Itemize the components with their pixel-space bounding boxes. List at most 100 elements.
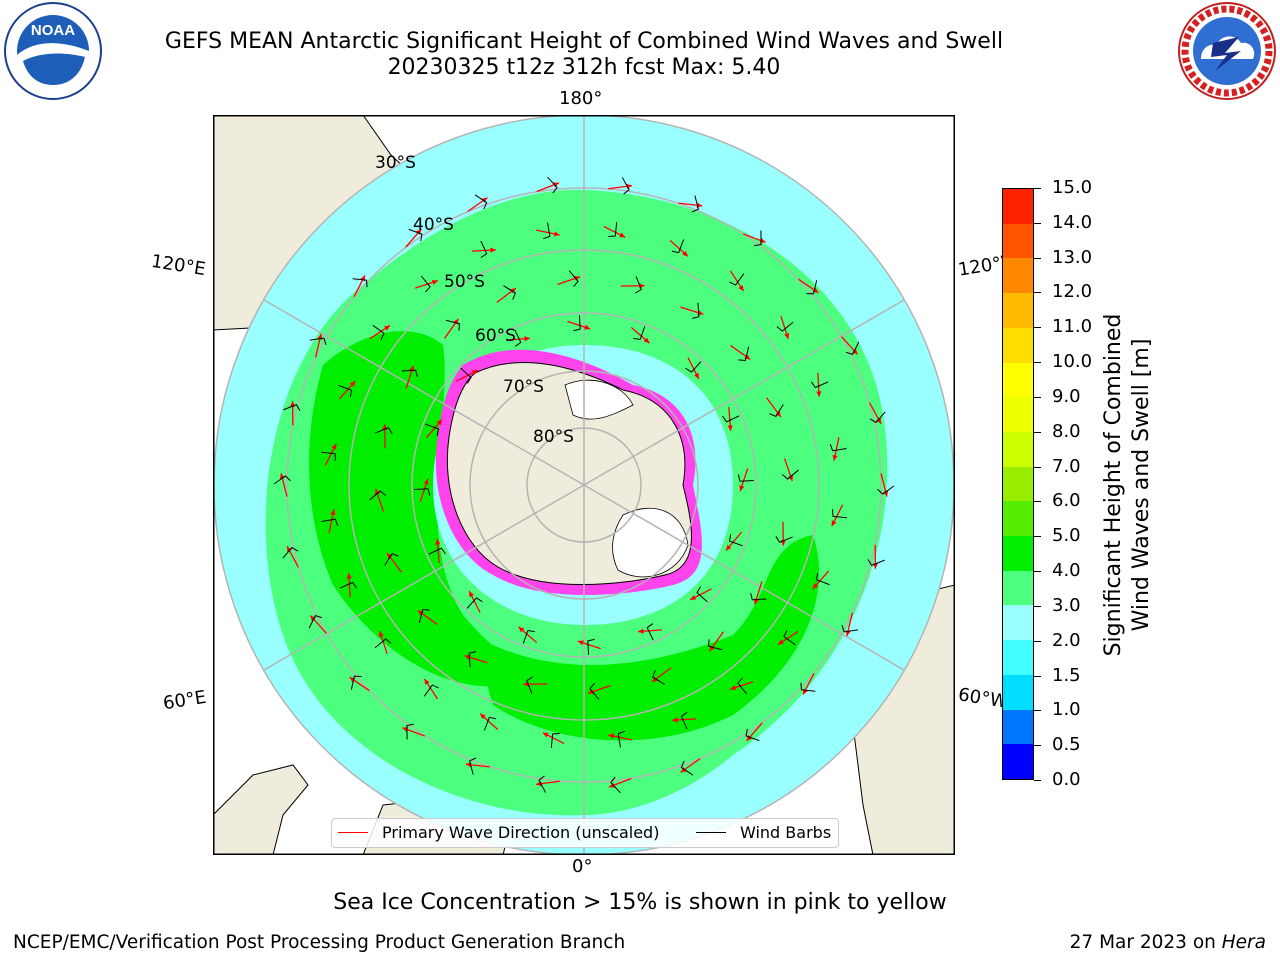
wind-barb <box>728 534 743 547</box>
colorbar-tick-mark <box>1034 362 1041 364</box>
colorbar-cell <box>1003 744 1033 779</box>
colorbar-tick-mark <box>1034 188 1041 189</box>
colorbar-cell <box>1003 570 1033 606</box>
wind-barb <box>538 775 547 793</box>
wave-arrow-head <box>471 370 478 375</box>
noaa-logo: NOAA <box>3 1 103 101</box>
wind-barb <box>483 716 497 731</box>
wind-barb <box>680 711 688 730</box>
colorbar-cell <box>1003 362 1033 398</box>
wave-arrow-head <box>518 626 525 633</box>
wave-arrow-head <box>480 713 486 720</box>
wave-arrow-head <box>330 509 336 516</box>
wave-arrow-head <box>384 325 391 331</box>
wind-barb <box>587 638 595 655</box>
colorbar-tick-mark <box>1034 571 1041 573</box>
legend-item-wave: Primary Wave Direction (unscaled) <box>338 823 659 842</box>
wind-barb <box>869 411 886 424</box>
ross-ice-shelf <box>564 379 634 420</box>
wind-barb <box>617 730 625 748</box>
wave-arrow-head <box>574 275 581 281</box>
wind-barb <box>384 552 399 566</box>
wind-barb <box>428 547 446 555</box>
noaa-logo-text: NOAA <box>31 22 75 39</box>
colorbar-tick-mark <box>1034 780 1041 781</box>
colorbar-tick-mark <box>1034 710 1041 712</box>
wind-barb <box>445 319 460 331</box>
colorbar-tick-label: 0.5 <box>1052 734 1081 756</box>
wind-barb <box>339 581 358 589</box>
wind-barb <box>352 278 368 288</box>
wind-barb <box>573 315 581 332</box>
wind-barb <box>543 222 551 240</box>
wave-arrow-head <box>374 488 380 495</box>
colorbar-cell <box>1003 258 1033 294</box>
colorbar-tick-mark <box>1034 640 1041 642</box>
colorbar-tick-label: 7.0 <box>1052 455 1081 477</box>
wind-barb <box>374 638 392 649</box>
colorbar-tick-label: 2.0 <box>1052 629 1081 651</box>
wave-arrow-head <box>510 288 517 294</box>
colorbar-cell <box>1003 501 1033 537</box>
wave-arrow-head <box>424 678 430 685</box>
wind-barb <box>737 677 748 695</box>
colorbar-cell <box>1003 431 1033 467</box>
wind-barb <box>503 285 517 300</box>
colorbar-tick-mark <box>1034 466 1041 468</box>
wind-barb <box>401 369 418 378</box>
wave-arrow-head <box>777 639 784 645</box>
wind-barb <box>414 488 431 496</box>
wind-barb <box>696 586 708 603</box>
wave-arrow-head <box>287 546 292 553</box>
wind-barbs <box>273 176 895 794</box>
wind-barb <box>589 683 600 700</box>
wind-barb <box>283 404 301 411</box>
wind-barb <box>782 469 799 480</box>
wave-arrow-head <box>682 250 688 257</box>
colorbar-label-line1: Significant Height of Combined <box>1101 313 1126 657</box>
wind-barb <box>815 572 830 586</box>
wave-arrow-head <box>738 285 744 292</box>
wave-arrow-head <box>387 552 393 559</box>
nws-logo <box>1177 1 1277 101</box>
wind-barb <box>350 675 362 690</box>
wave-direction-arrows <box>279 182 889 788</box>
wave-arrow-head <box>739 485 745 492</box>
wave-arrow-head <box>876 417 881 424</box>
wind-barb <box>608 222 618 238</box>
wind-barb <box>651 670 665 685</box>
wind-barb <box>406 723 414 740</box>
colorbar-cell <box>1003 397 1033 432</box>
wind-barb <box>775 536 793 543</box>
wind-barb <box>691 195 700 213</box>
colorbar-tick-label: 4.0 <box>1052 560 1081 582</box>
wind-barb <box>867 559 885 566</box>
colorbar-tick-label: 15.0 <box>1052 177 1093 198</box>
wind-barb <box>708 639 723 651</box>
colorbar-tick-mark <box>1034 396 1041 398</box>
wave-arrow-head <box>651 676 658 682</box>
wind-barb <box>466 597 483 609</box>
wave-arrow-head <box>524 336 530 342</box>
wave-arrow-head <box>553 231 560 237</box>
lon-label-180: 180° <box>559 88 603 109</box>
colorbar <box>1002 188 1034 780</box>
wind-barb <box>375 427 393 434</box>
wave-arrow-head <box>490 247 496 253</box>
legend-wave-line <box>338 832 368 833</box>
colorbar-cell <box>1003 536 1033 571</box>
wind-barb <box>750 592 767 601</box>
wave-arrow-head <box>680 767 687 773</box>
wave-arrow-head <box>694 372 699 379</box>
wind-barb <box>369 490 386 501</box>
wind-barb <box>737 474 754 482</box>
wind-barb <box>420 275 431 293</box>
wave-arrow-head <box>469 591 474 598</box>
wave-arrow-head <box>553 182 560 188</box>
wind-barb <box>671 239 685 254</box>
wind-barb <box>800 682 816 692</box>
colorbar-cell <box>1003 189 1033 224</box>
wind-barb <box>769 404 784 418</box>
colorbar-tick-mark <box>1034 536 1041 538</box>
colorbar-tick-label: 9.0 <box>1052 385 1081 407</box>
